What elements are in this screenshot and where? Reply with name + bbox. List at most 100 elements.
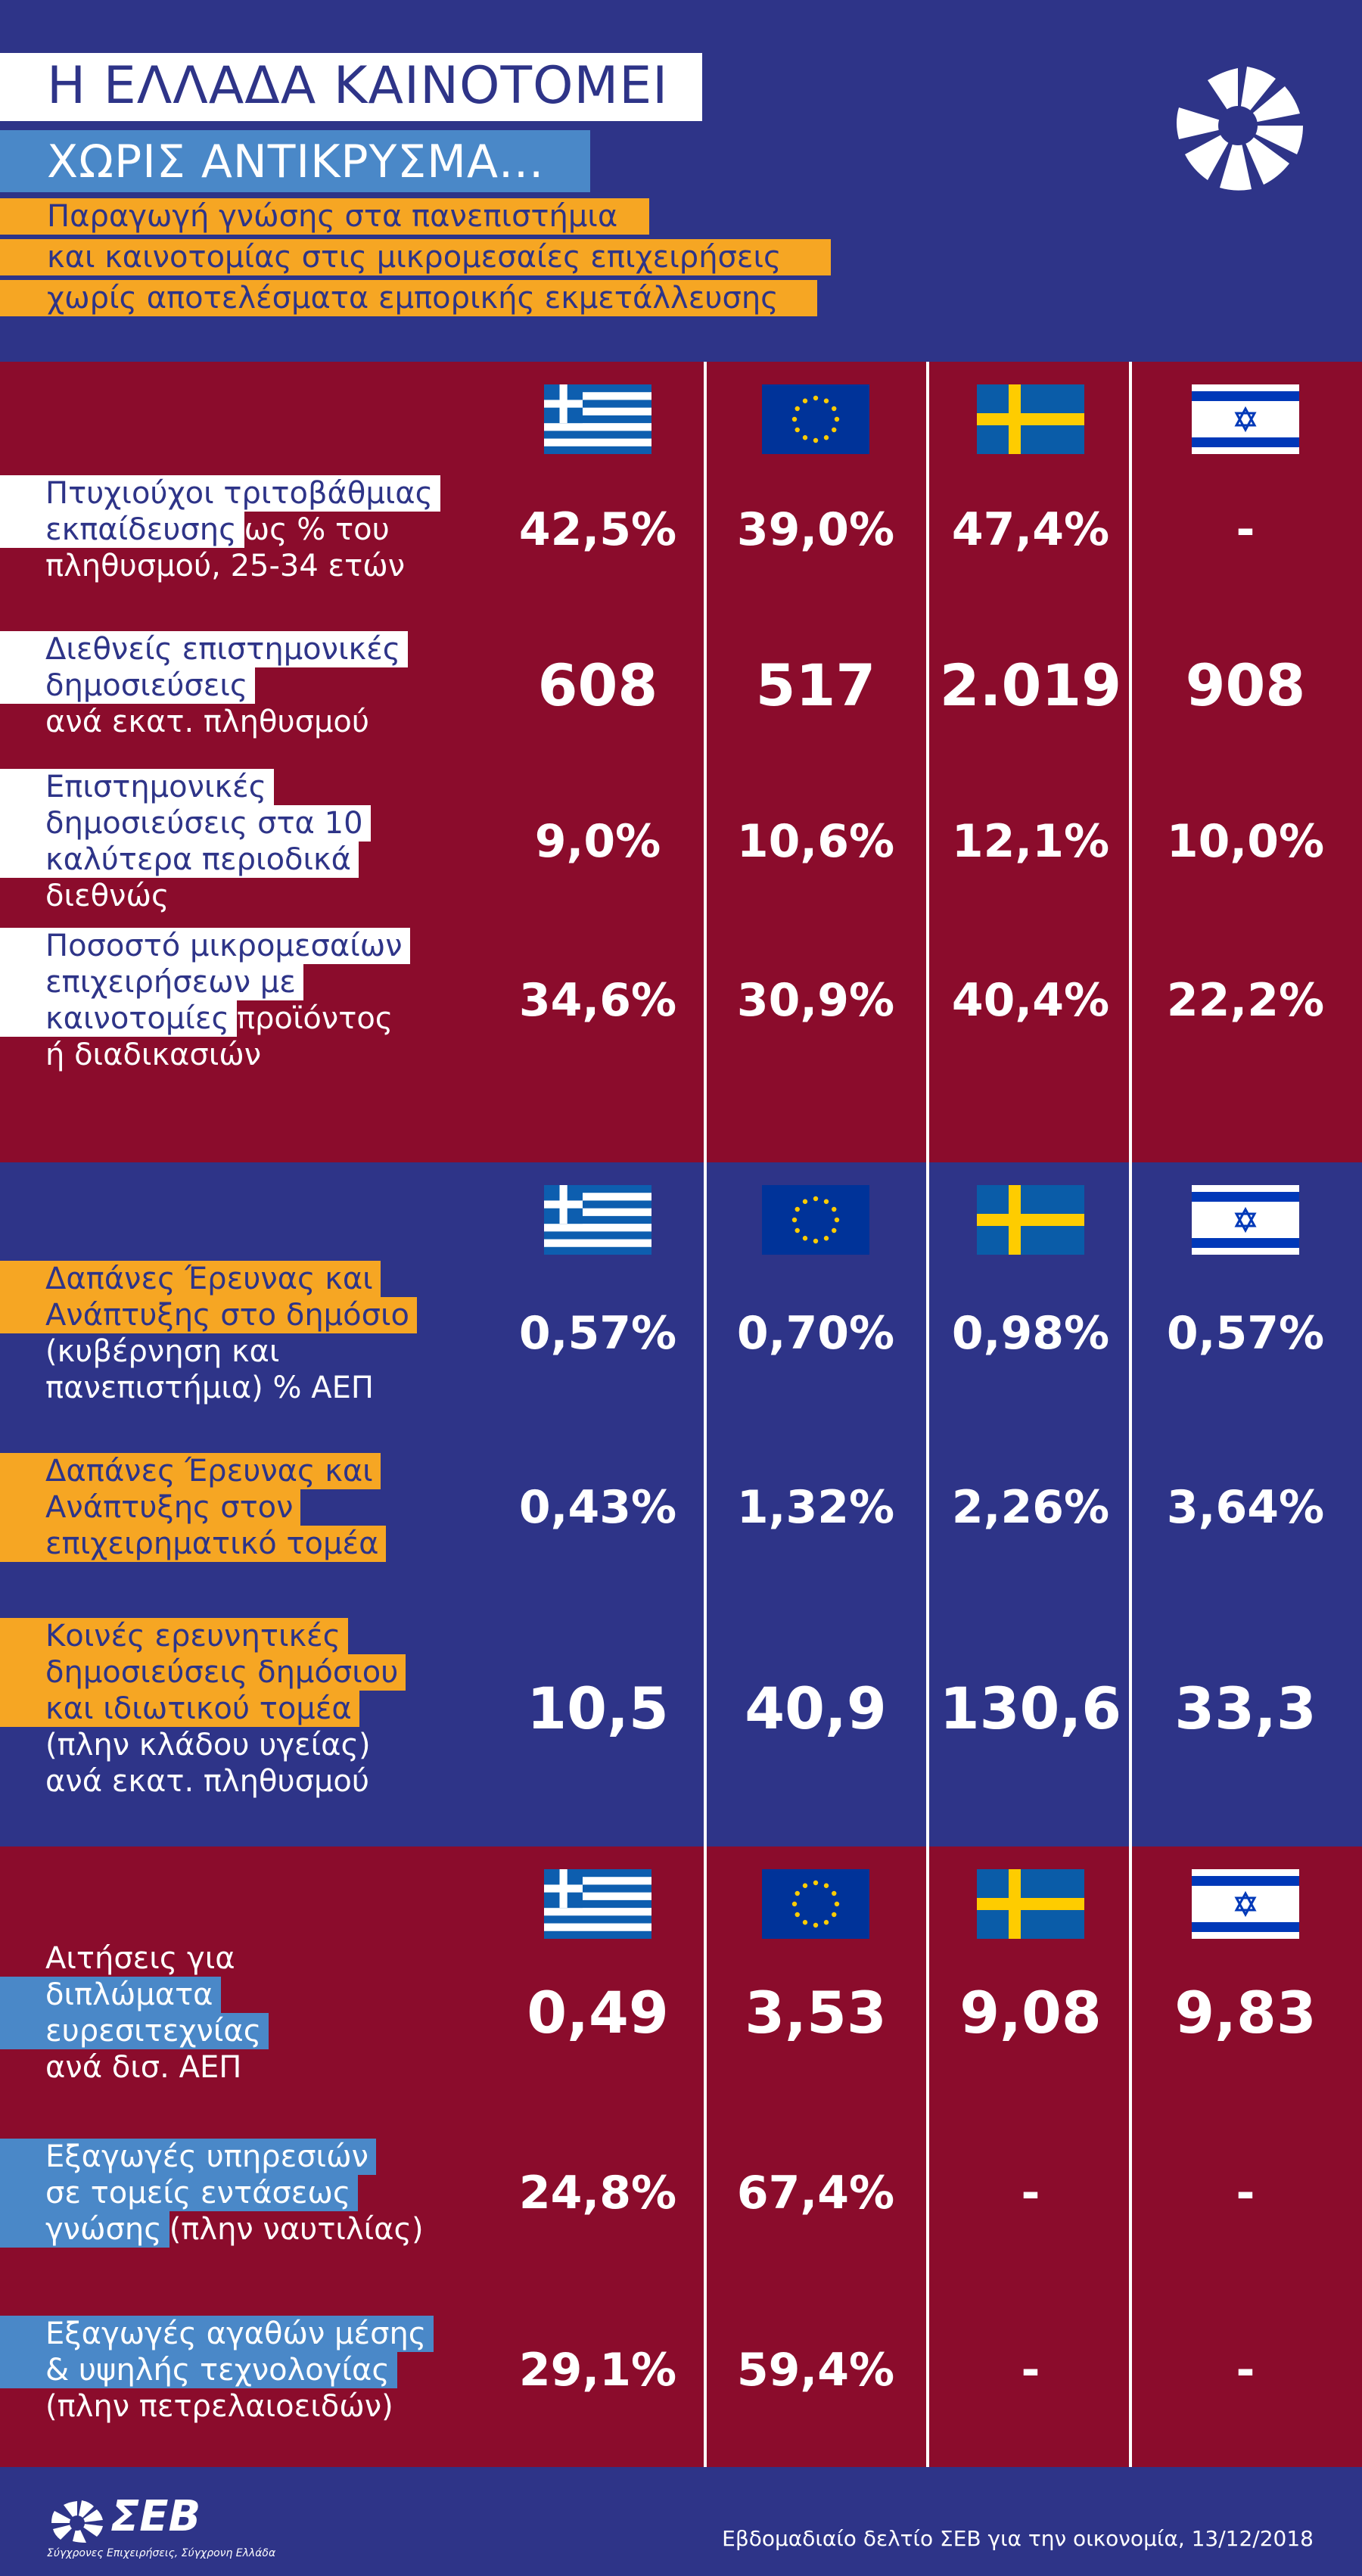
title-line-1: Η ΕΛΛΑΔΑ ΚΑΙΝΟΤΟΜΕΙ <box>0 53 702 121</box>
row-label: Πτυχιούχοι τριτοβάθμιας εκπαίδευσης ως % … <box>0 475 484 584</box>
row-label-highlight: δημοσιεύσεις δημόσιου <box>0 1654 406 1691</box>
value-eu: 59,4% <box>736 2344 895 2397</box>
row-label-line: Ανάπτυξης στον <box>0 1489 484 1526</box>
row-label-line: (πλην κλάδου υγείας) <box>0 1727 484 1763</box>
row-label-line: δημοσιεύσεις δημόσιου <box>0 1654 484 1691</box>
row-label-highlight: Δαπάνες Έρευνας και <box>0 1453 381 1489</box>
row-label-highlight: Εξαγωγές υπηρεσιών <box>0 2139 376 2175</box>
israel-flag-icon <box>1192 384 1299 454</box>
eu-flag-icon <box>762 1869 869 1939</box>
column-divider <box>1129 362 1132 1162</box>
value-greece: 608 <box>537 652 658 719</box>
seb-tagline: Σύγχρονες Επιχειρήσεις, Σύγχρονη Ελλάδα <box>47 2547 276 2559</box>
row-label-line: (κυβέρνηση και <box>0 1333 484 1370</box>
value-eu: 40,9 <box>745 1675 887 1742</box>
section-patents-exports: Αιτήσεις για διπλώματα ευρεσιτεχνίας ανά δι… <box>0 1846 1362 2467</box>
row-label-plain: ανά δισ. ΑΕΠ <box>45 2050 242 2085</box>
row-label-plain: διεθνώς <box>45 879 169 913</box>
column-divider <box>1129 1846 1132 2467</box>
value-greece: 0,49 <box>527 1979 669 2046</box>
row-label-line: ευρεσιτεχνίας <box>0 2013 484 2049</box>
source-note: Εβδομαδιαίο δελτίο ΣΕΒ για την οικονομία… <box>722 2526 1314 2551</box>
row-label-line: Κοινές ερευνητικές <box>0 1618 484 1654</box>
row-label-line: καινοτομίες προϊόντος <box>0 1000 484 1037</box>
row-label: Αιτήσεις για διπλώματα ευρεσιτεχνίας ανά δι… <box>0 1940 484 2086</box>
israel-flag-icon <box>1192 1185 1299 1255</box>
row-label-line: επιχειρήσεων με <box>0 964 484 1000</box>
seb-brand: ΣΕΒ <box>110 2492 201 2541</box>
section-education-research: Πτυχιούχοι τριτοβάθμιας εκπαίδευσης ως % … <box>0 362 1362 1162</box>
value-greece: 0,57% <box>518 1307 677 1360</box>
value-israel: 33,3 <box>1174 1675 1317 1742</box>
row-label-highlight: & υψηλής τεχνολογίας <box>0 2352 397 2388</box>
row-label-highlight: Κοινές ερευνητικές <box>0 1618 349 1654</box>
value-israel: 9,83 <box>1174 1979 1317 2046</box>
row-label-plain: (πλην πετρελαιοειδών) <box>45 2389 393 2424</box>
row-label-line: Πτυχιούχοι τριτοβάθμιας <box>0 475 484 512</box>
value-sweden: 40,4% <box>951 974 1110 1027</box>
row-label-plain: ανά εκατ. πληθυσμού <box>45 705 370 739</box>
column-divider <box>704 1846 707 2467</box>
row-label-line: σε τομείς εντάσεως <box>0 2175 484 2211</box>
row-label-line: & υψηλής τεχνολογίας <box>0 2352 484 2388</box>
row-label-line: Διεθνείς επιστημονικές <box>0 631 484 667</box>
value-eu: 0,70% <box>736 1307 895 1360</box>
column-divider <box>926 1162 929 1846</box>
row-label-line: εκπαίδευσης ως % του <box>0 512 484 548</box>
row-label-plain: (κυβέρνηση και <box>45 1334 280 1369</box>
row-label-highlight: Εξαγωγές αγαθών μέσης <box>0 2316 434 2352</box>
sweden-flag-icon <box>977 1869 1084 1939</box>
column-divider <box>1129 1162 1132 1846</box>
row-label-line: Επιστημονικές <box>0 769 484 805</box>
greece-flag-icon <box>544 1185 651 1255</box>
value-israel: 3,64% <box>1166 1481 1325 1534</box>
value-greece: 10,5 <box>527 1675 669 1742</box>
value-israel: 10,0% <box>1166 815 1325 868</box>
column-divider <box>704 1162 707 1846</box>
footer: ΣΕΒ Σύγχρονες Επιχειρήσεις, Σύγχρονη Ελλ… <box>0 2467 1362 2576</box>
row-label-line: και ιδιωτικού τομέα <box>0 1691 484 1727</box>
row-label-line: Ανάπτυξης στο δημόσιο <box>0 1297 484 1333</box>
value-israel: - <box>1236 503 1255 556</box>
row-label-plain: (πλην κλάδου υγείας) <box>45 1728 371 1762</box>
row-label-line: ανά εκατ. πληθυσμού <box>0 1763 484 1800</box>
greece-flag-icon <box>544 1869 651 1939</box>
row-label: Εξαγωγές αγαθών μέσης & υψηλής τεχνολογία… <box>0 2316 484 2425</box>
row-label-plain: πληθυσμού, 25-34 ετών <box>45 549 406 583</box>
row-label-highlight: επιχειρήσεων με <box>0 964 303 1000</box>
value-eu: 67,4% <box>736 2167 895 2220</box>
row-label-highlight: Ανάπτυξης στο δημόσιο <box>0 1297 417 1333</box>
column-divider <box>926 362 929 1162</box>
row-label: Δαπάνες Έρευνας και Ανάπτυξης στο δημόσιο… <box>0 1261 484 1406</box>
row-label: Δαπάνες Έρευνας και Ανάπτυξης στον επιχειρ… <box>0 1453 484 1562</box>
row-label-highlight: Επιστημονικές <box>0 769 275 805</box>
value-greece: 0,43% <box>518 1481 677 1534</box>
row-label-plain: (πλην ναυτιλίας) <box>169 2212 424 2247</box>
value-eu: 39,0% <box>736 503 895 556</box>
row-label-highlight: καλύτερα περιοδικά <box>0 842 359 878</box>
header: Η ΕΛΛΑΔΑ ΚΑΙΝΟΤΟΜΕΙ ΧΩΡΙΣ ΑΝΤΙΚΡΥΣΜΑ... … <box>0 0 1362 362</box>
row-label-highlight: δημοσιεύσεις στα 10 <box>0 805 371 842</box>
row-label-line: γνώσης (πλην ναυτιλίας) <box>0 2211 484 2248</box>
israel-flag-icon <box>1192 1869 1299 1939</box>
subtitle-line-1: Παραγωγή γνώσης στα πανεπιστήμια <box>0 198 649 235</box>
row-label-line: Δαπάνες Έρευνας και <box>0 1453 484 1489</box>
value-eu: 517 <box>755 652 876 719</box>
sweden-flag-icon <box>977 1185 1084 1255</box>
value-sweden: 2,26% <box>951 1481 1110 1534</box>
row-label-highlight: Διεθνείς επιστημονικές <box>0 631 409 667</box>
value-greece: 34,6% <box>518 974 677 1027</box>
eu-flag-icon <box>762 384 869 454</box>
row-label: Κοινές ερευνητικές δημοσιεύσεις δημόσιου κ… <box>0 1618 484 1800</box>
value-sweden: 2.019 <box>939 652 1122 719</box>
row-label-line: ή διαδικασιών <box>0 1037 484 1073</box>
row-label-line: δημοσιεύσεις στα 10 <box>0 805 484 842</box>
subtitle-line-3: χωρίς αποτελέσματα εμπορικής εκμετάλλευσ… <box>0 280 817 316</box>
row-label-highlight: καινοτομίες <box>0 1000 237 1037</box>
value-sweden: 12,1% <box>951 815 1110 868</box>
row-label-line: Εξαγωγές υπηρεσιών <box>0 2139 484 2175</box>
value-eu: 1,32% <box>736 1481 895 1534</box>
row-label: Ποσοστό μικρομεσαίων επιχειρήσεων με καινο… <box>0 928 484 1073</box>
column-divider <box>926 1846 929 2467</box>
row-label-highlight: ευρεσιτεχνίας <box>0 2013 269 2049</box>
